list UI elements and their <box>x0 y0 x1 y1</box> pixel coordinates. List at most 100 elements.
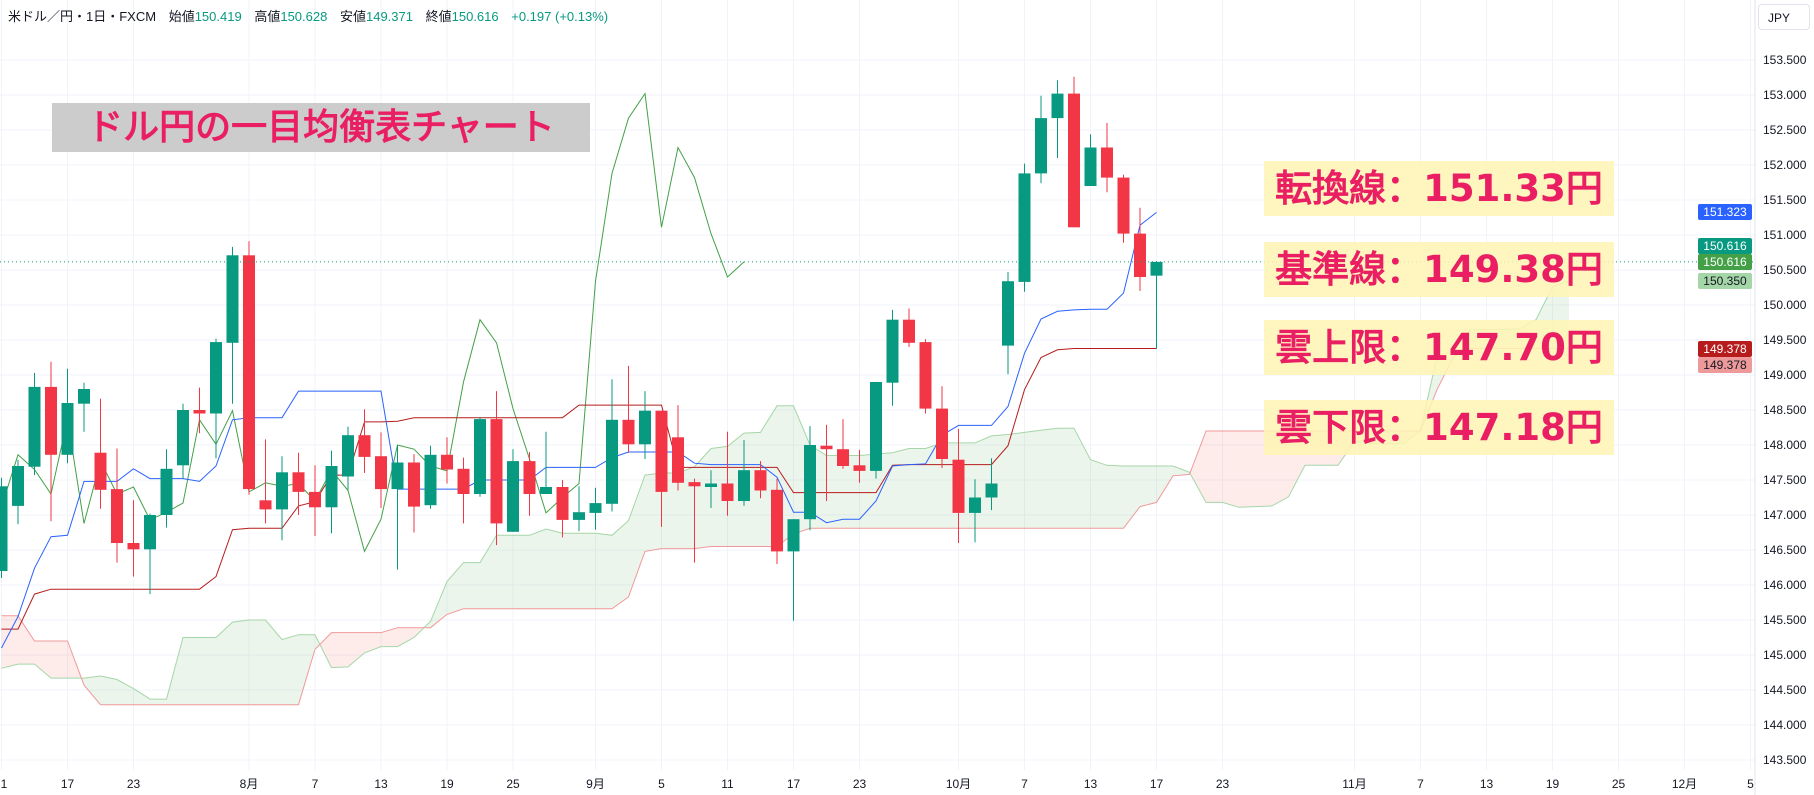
time-tick-label: 23 <box>127 777 141 791</box>
candle-bullish <box>177 403 189 479</box>
candle-bearish <box>556 480 569 538</box>
cloud-segment-bullish <box>1024 430 1041 529</box>
price-axis[interactable]: 153.500 153.000 152.500 152.000 151.500 151.0… <box>1763 53 1807 767</box>
cloud-segment-bullish <box>1008 432 1025 529</box>
cloud-segment-bullish <box>480 535 497 609</box>
time-tick-label: 25 <box>1612 777 1626 791</box>
candle-body <box>0 486 8 571</box>
candle-body <box>969 497 981 513</box>
candle-bearish <box>441 437 453 484</box>
time-tick-label: 13 <box>374 777 388 791</box>
candle-bullish <box>61 368 74 464</box>
candle-body <box>1035 118 1047 174</box>
candle-bullish <box>474 417 486 497</box>
time-tick-label: 11 <box>721 777 734 791</box>
candle-body <box>1101 147 1113 178</box>
candle-bearish <box>1117 174 1130 243</box>
candle-bearish <box>375 432 387 508</box>
cloud-segment-bullish <box>249 620 266 705</box>
cloud-segment-bullish <box>1057 428 1074 529</box>
candle-bearish <box>292 452 305 515</box>
symbol-header: 米ドル／円・1日・FXCM 始値150.419 高値150.628 安値149.… <box>8 6 617 25</box>
cloud-segment-bearish <box>397 627 414 647</box>
time-tick-label: 8月 <box>240 777 259 791</box>
candle-body <box>1150 261 1163 276</box>
candle-body <box>721 483 734 501</box>
candle-body <box>952 459 965 513</box>
candle-body <box>78 389 90 404</box>
cloud-segment-bearish <box>51 641 68 679</box>
time-tick-label: 19 <box>440 777 454 791</box>
candle-body <box>936 408 948 459</box>
candlesticks <box>0 76 1163 621</box>
candle-body <box>408 462 420 507</box>
candle-bearish <box>111 448 123 563</box>
currency-button[interactable]: JPY <box>1758 4 1810 30</box>
time-tick-label: 17 <box>787 777 801 791</box>
candle-bullish <box>424 445 437 509</box>
candle-bullish <box>507 449 519 532</box>
candle-body <box>1134 233 1146 277</box>
cloud-segment-bullish <box>216 622 233 705</box>
candle-bullish <box>969 479 981 543</box>
candle-bullish <box>1002 272 1014 375</box>
price-tick-label: 152.000 <box>1763 158 1807 172</box>
candle-body <box>589 503 602 513</box>
candle-body <box>1117 177 1130 234</box>
price-tick-label: 150.000 <box>1763 298 1807 312</box>
candle-bearish <box>655 410 668 527</box>
cloud-bottom-annotation: 雲下限：147.18円 <box>1264 400 1614 455</box>
cloud-segment-bullish <box>529 529 546 609</box>
cloud-segment-bullish <box>496 535 513 609</box>
price-tick-label: 150.500 <box>1763 263 1807 277</box>
cloud-segment-bullish <box>315 634 320 650</box>
candle-bullish <box>870 382 882 479</box>
candle-body <box>1018 173 1031 282</box>
candle-body <box>820 445 833 450</box>
price-tick-label: 146.000 <box>1763 578 1807 592</box>
candle-body <box>903 319 915 343</box>
candle-bullish <box>325 450 338 534</box>
candle-body <box>1084 147 1097 186</box>
cloud-segment-bullish <box>826 455 843 529</box>
candle-body <box>573 512 585 520</box>
candle-body <box>358 435 371 457</box>
candle-bullish <box>606 379 618 512</box>
time-tick-label: 23 <box>853 777 867 791</box>
candle-body <box>540 487 552 494</box>
time-tick-label: 5 <box>1747 777 1754 791</box>
price-tag: 150.616 <box>1698 253 1752 270</box>
candle-bearish <box>193 387 206 434</box>
candle-bullish <box>886 309 899 406</box>
candle-bearish <box>952 428 965 543</box>
kijun-annotation: 基準線：149.38円 <box>1264 242 1614 297</box>
candle-bullish <box>12 459 24 525</box>
candle-body <box>457 468 470 494</box>
candle-bearish <box>936 386 948 469</box>
symbol-title[interactable]: 米ドル／円・1日・FXCM <box>8 9 157 24</box>
candle-body <box>1002 281 1014 346</box>
price-tick-label: 144.000 <box>1763 718 1807 732</box>
time-axis[interactable]: 1 17 23 8月 7 13 19 25 9月 5 11 17 23 10月 7 13 17 23 11月 7 13 1… <box>1 777 1755 791</box>
price-tag: 151.323 <box>1698 204 1752 221</box>
candle-body <box>837 449 849 466</box>
price-tick-label: 143.500 <box>1763 753 1807 767</box>
candle-body <box>292 472 305 492</box>
candle-body <box>622 419 635 445</box>
candle-bearish <box>771 478 783 564</box>
candle-body <box>556 487 569 520</box>
cloud-segment-bullish <box>463 562 480 609</box>
cloud-segment-bullish <box>595 533 612 609</box>
cloud-segment-bullish <box>744 432 761 547</box>
cloud-segment-bullish <box>282 634 299 705</box>
candle-bearish <box>259 439 272 524</box>
candle-body <box>853 465 866 471</box>
candle-body <box>226 255 239 343</box>
time-tick-label: 19 <box>1546 777 1560 791</box>
cloud-segment-bullish <box>909 448 926 529</box>
cloud-segment-bullish <box>843 455 860 529</box>
candle-bearish <box>688 478 701 563</box>
cloud-segment-bearish <box>381 627 398 647</box>
cloud-segment-bearish <box>18 615 35 665</box>
price-tick-label: 151.000 <box>1763 228 1807 242</box>
